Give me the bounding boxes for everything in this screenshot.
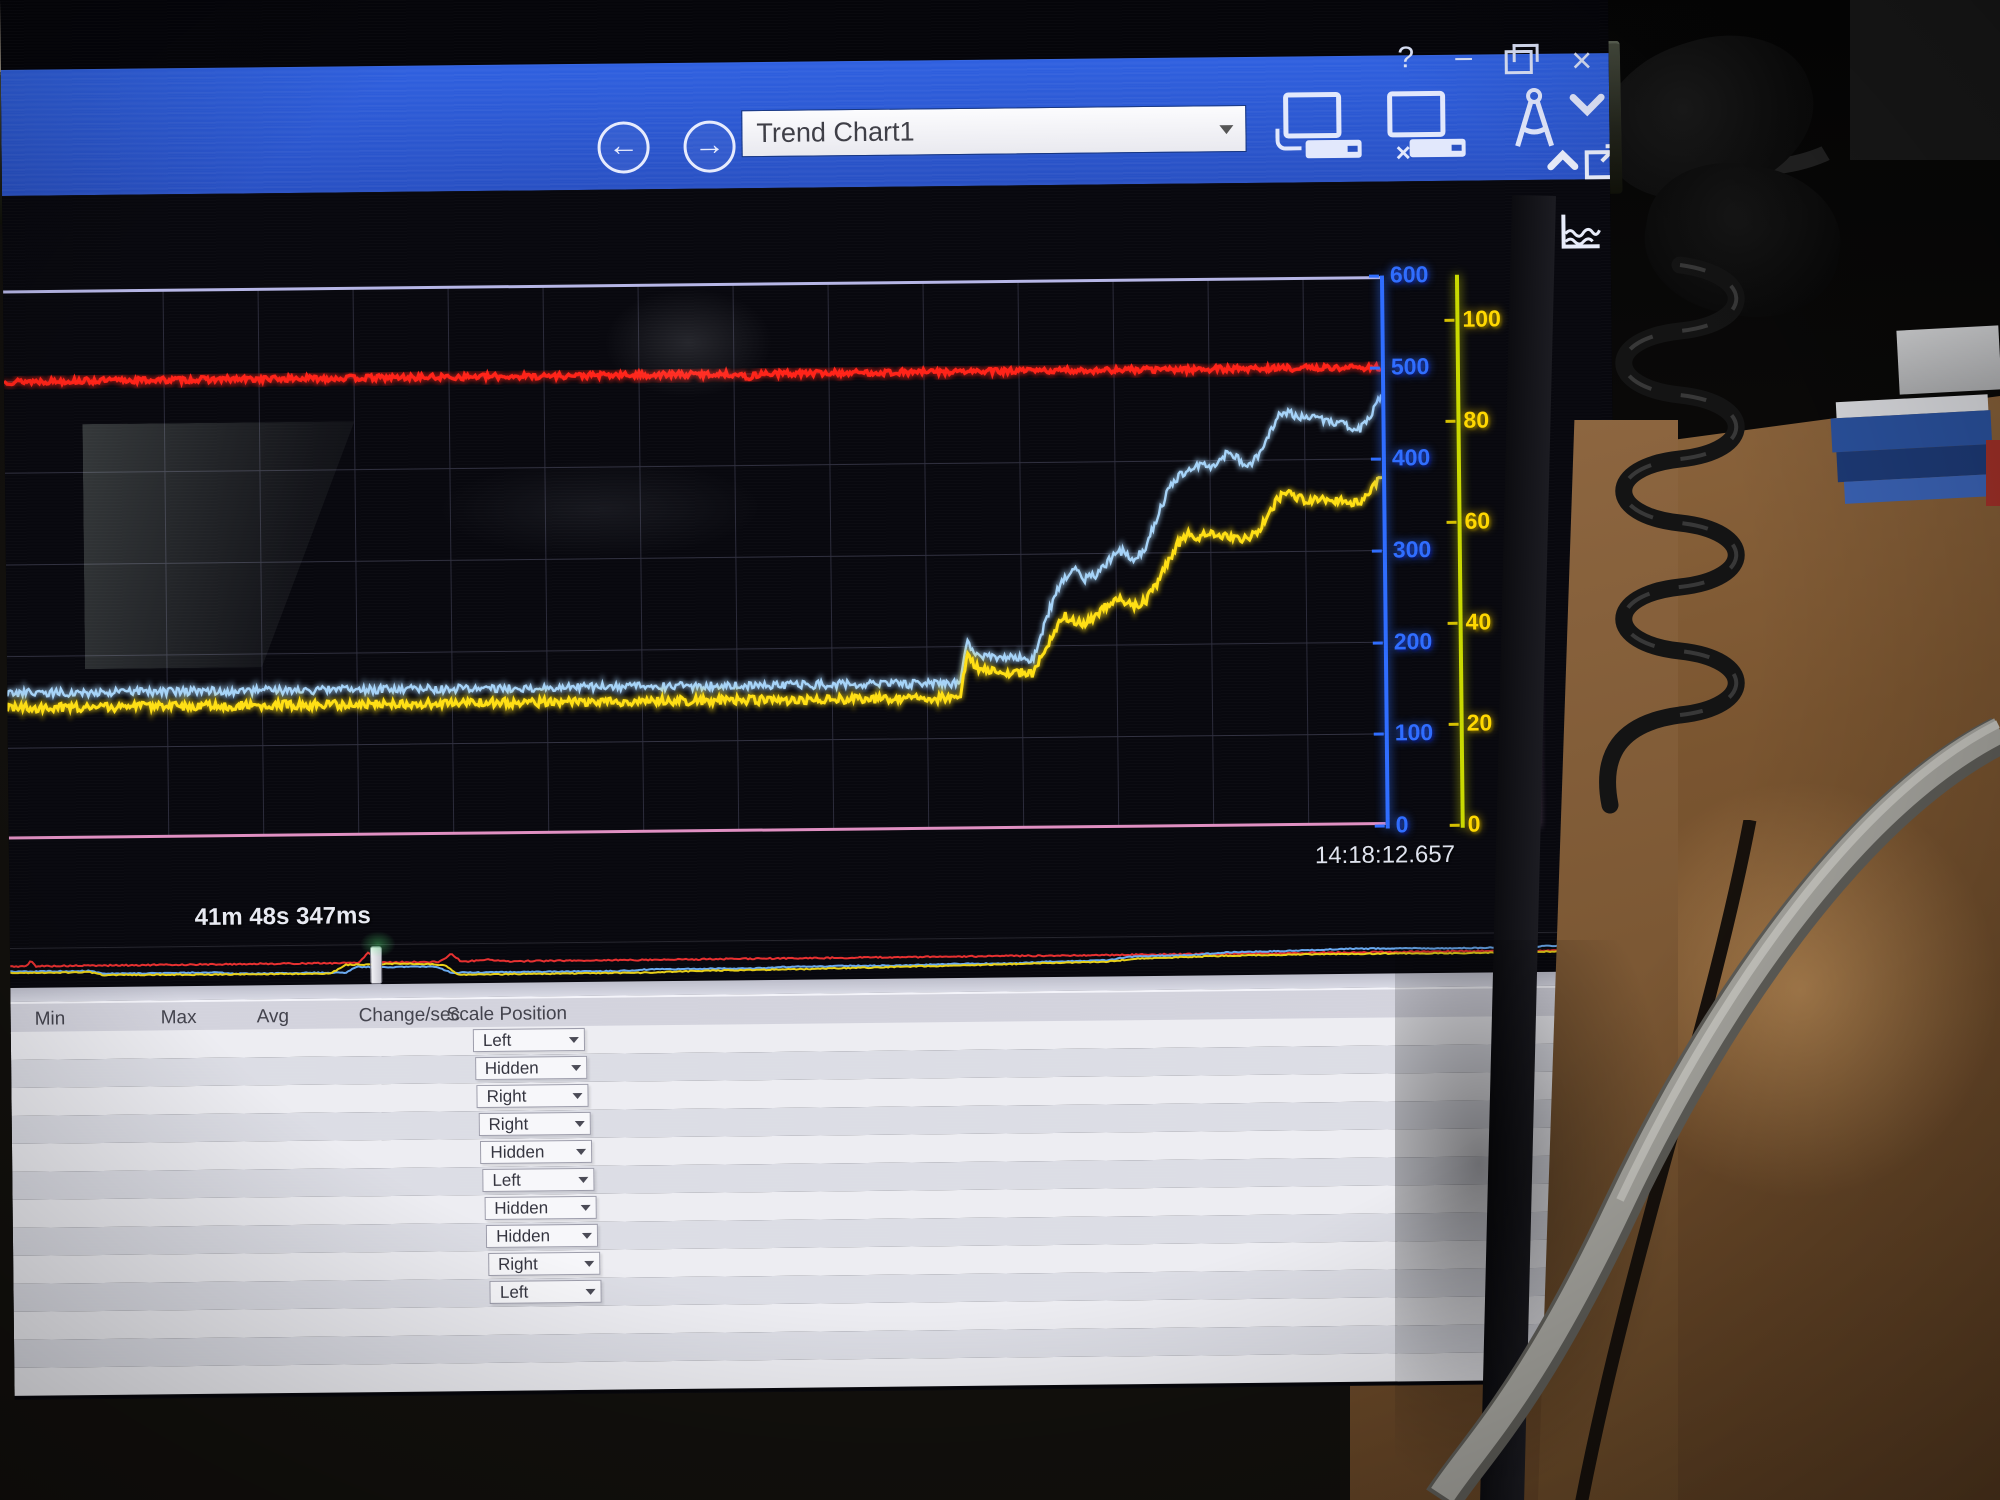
scale-position-dropdown[interactable]: Left [489,1279,603,1304]
visible-span-label: 41m 48s 347ms [194,902,371,932]
history-overview-strip[interactable] [9,931,1611,988]
right-axis-tickmark [1447,621,1458,625]
column-header-avg: Avg [256,1006,290,1028]
scale-position-dropdown[interactable]: Hidden [474,1055,587,1081]
dropdown-arrow-icon [582,1232,593,1239]
restore-icon [1504,49,1533,75]
dropdown-arrow-icon [570,1064,581,1072]
combo-dropdown-icon [1219,125,1234,135]
dropdown-arrow-icon [574,1120,585,1128]
scale-position-dropdown[interactable]: Right [476,1083,589,1109]
blue-folders [1830,394,2000,531]
scale-position-value: Hidden [490,1141,545,1162]
chart-selector-combobox[interactable]: Trend Chart1 [741,104,1247,158]
minimize-icon: – [1455,40,1473,74]
title-bar: ← → Trend Chart1 ? – × × [0,39,1610,196]
scale-position-dropdown[interactable]: Hidden [486,1223,599,1248]
scale-position-value: Right [486,1086,527,1106]
red-book-spine [1986,440,2000,506]
coiled-cable [1599,256,1745,814]
back-icon: ← [607,127,640,163]
scale-position-value: Left [482,1030,512,1050]
help-icon: ? [1397,41,1415,75]
right-axis-tickmark [1445,419,1456,423]
left-axis-tick-300: 300 [1392,536,1432,563]
scale-position-value: Left [492,1170,521,1190]
scale-position-dropdown[interactable]: Left [482,1167,595,1193]
chevron-up-icon [1547,149,1579,171]
chevron-down-icon [1569,93,1605,117]
gray-cable [1426,718,2000,1500]
white-box [1896,325,2000,395]
scale-position-dropdown[interactable]: Left [472,1027,586,1053]
trend-chart-icon [1561,214,1601,249]
monitor-disconnect-icon [1387,90,1446,138]
minimize-button[interactable]: – [1441,40,1487,80]
tag-table: Left Hidden Right Right Hidden Left Hidden Hidd… [10,1015,1615,1400]
column-header-min: Min [34,1008,66,1030]
scale-position-dropdown[interactable]: Right [478,1111,591,1137]
right-axis-tickmark [1446,520,1457,524]
compass-icon [1515,87,1554,147]
left-axis-tick-400: 400 [1391,444,1431,471]
forward-icon: → [693,126,726,162]
forward-button[interactable]: → [683,120,736,173]
dropdown-arrow-icon [580,1204,591,1211]
left-axis-tickmark [1368,274,1379,278]
scale-position-value: Hidden [496,1225,551,1246]
left-axis-tickmark [1372,641,1383,645]
left-axis-tick-500: 500 [1390,352,1430,380]
trend-properties-button[interactable] [1560,211,1602,254]
design-tools-button[interactable] [1507,84,1562,158]
scale-position-dropdown[interactable]: Hidden [480,1139,593,1165]
dropdown-arrow-icon [576,1148,587,1156]
column-header-changesec: Change/sec [358,1004,461,1027]
overview-left-handle[interactable] [369,946,383,985]
scale-position-value: Hidden [484,1057,539,1078]
left-axis-tickmark [1369,366,1380,370]
monitor-screen: ← → Trend Chart1 ? – × × [0,0,1623,1400]
back-button[interactable]: ← [597,121,650,174]
scale-position-value: Right [488,1114,529,1134]
dropdown-arrow-icon [568,1036,579,1044]
left-axis-tickmark [1370,457,1381,461]
trend-plot[interactable] [3,276,1386,840]
right-axis-tickmark [1444,318,1455,322]
left-axis-tick-600: 600 [1389,261,1429,288]
dropdown-arrow-icon [585,1288,596,1295]
scale-position-value: Hidden [494,1197,549,1218]
left-axis-tickmark [1371,549,1382,553]
scale-position-value: Left [499,1282,529,1302]
left-axis-tick-200: 200 [1393,627,1433,655]
dropdown-arrow-icon [572,1092,583,1100]
close-button[interactable]: × [1559,39,1605,81]
collapse-button[interactable] [1547,149,1579,176]
scale-position-dropdown[interactable]: Hidden [484,1195,597,1220]
shelf-shadow [1850,0,2000,160]
help-button[interactable]: ? [1383,41,1429,81]
dropdown-arrow-icon [578,1176,589,1184]
close-icon: × [1570,39,1593,81]
scale-position-value: Right [497,1253,538,1274]
right-axis-tick-100: 100 [1462,305,1501,332]
x-mark-icon: × [1395,137,1412,168]
overview-traces [9,941,1611,977]
scale-position-dropdown[interactable]: Right [487,1251,601,1276]
column-header-scaleposition: Scale Position [446,1003,568,1026]
column-header-max: Max [160,1006,197,1029]
toolbar-chevron-button[interactable] [1569,93,1605,124]
chart-selector-value: Trend Chart1 [756,116,915,149]
dropdown-arrow-icon [584,1260,595,1267]
